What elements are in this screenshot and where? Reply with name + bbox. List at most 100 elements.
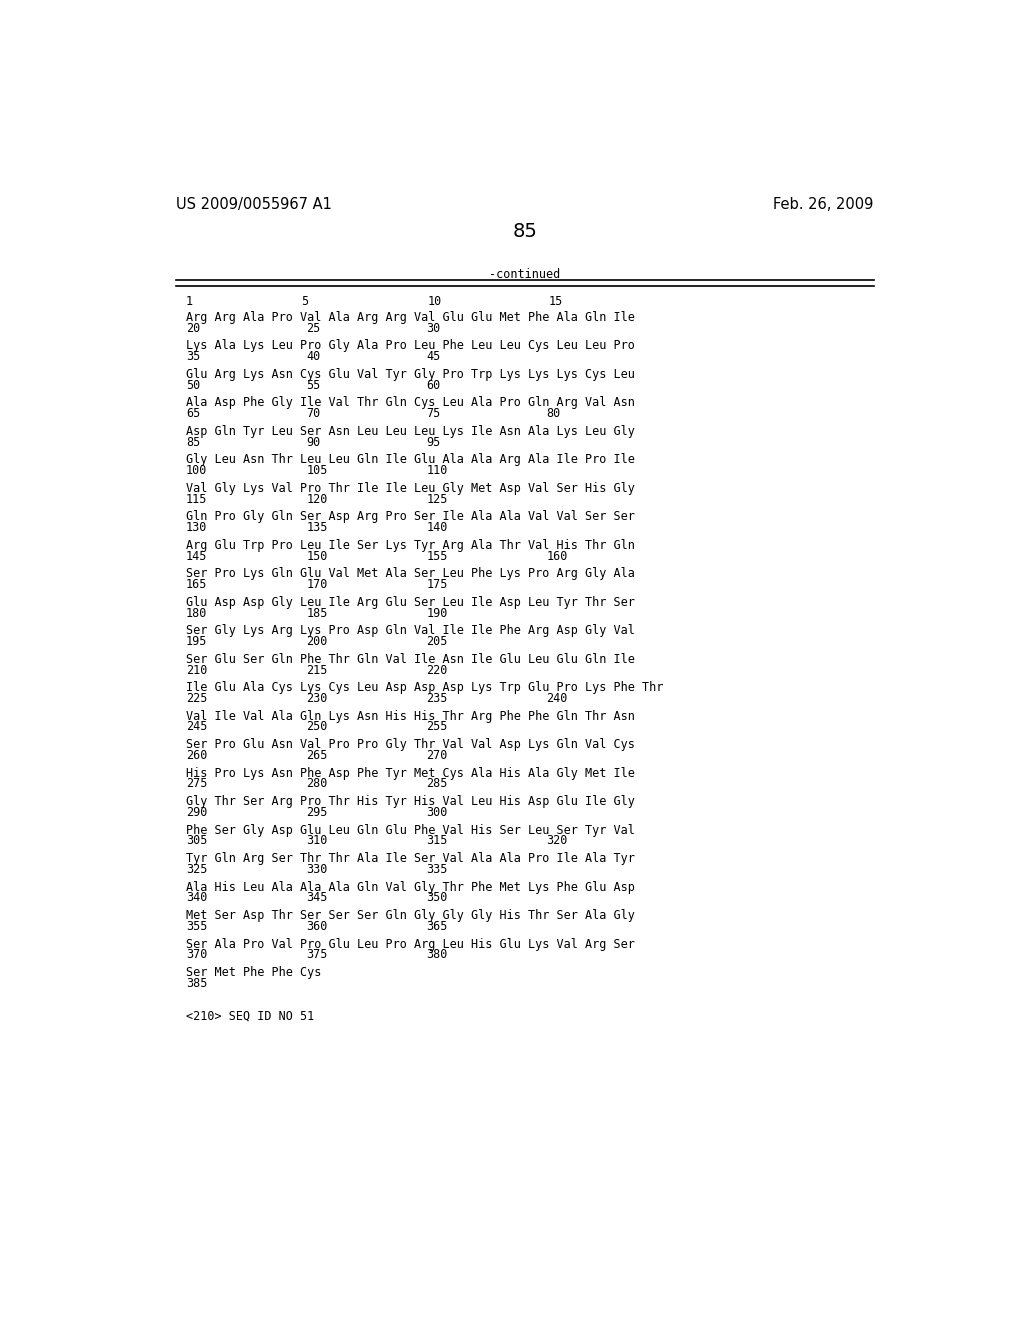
Text: Val Ile Val Ala Gln Lys Asn His His Thr Arg Phe Phe Gln Thr Asn: Val Ile Val Ala Gln Lys Asn His His Thr … xyxy=(186,710,635,723)
Text: 190: 190 xyxy=(426,607,447,619)
Text: 385: 385 xyxy=(186,977,208,990)
Text: 260: 260 xyxy=(186,748,208,762)
Text: 110: 110 xyxy=(426,465,447,477)
Text: 55: 55 xyxy=(306,379,321,392)
Text: 210: 210 xyxy=(186,664,208,677)
Text: 335: 335 xyxy=(426,863,447,876)
Text: 150: 150 xyxy=(306,549,328,562)
Text: 320: 320 xyxy=(547,834,568,847)
Text: 155: 155 xyxy=(426,549,447,562)
Text: 45: 45 xyxy=(426,350,440,363)
Text: 25: 25 xyxy=(306,322,321,335)
Text: Ser Ala Pro Val Pro Glu Leu Pro Arg Leu His Glu Lys Val Arg Ser: Ser Ala Pro Val Pro Glu Leu Pro Arg Leu … xyxy=(186,937,635,950)
Text: 290: 290 xyxy=(186,807,208,818)
Text: 240: 240 xyxy=(547,692,568,705)
Text: 225: 225 xyxy=(186,692,208,705)
Text: Ser Pro Glu Asn Val Pro Pro Gly Thr Val Val Asp Lys Gln Val Cys: Ser Pro Glu Asn Val Pro Pro Gly Thr Val … xyxy=(186,738,635,751)
Text: Gly Leu Asn Thr Leu Leu Gln Ile Glu Ala Ala Arg Ala Ile Pro Ile: Gly Leu Asn Thr Leu Leu Gln Ile Glu Ala … xyxy=(186,453,635,466)
Text: Gln Pro Gly Gln Ser Asp Arg Pro Ser Ile Ala Ala Val Val Ser Ser: Gln Pro Gly Gln Ser Asp Arg Pro Ser Ile … xyxy=(186,511,635,523)
Text: 85: 85 xyxy=(186,436,201,449)
Text: Ile Glu Ala Cys Lys Cys Leu Asp Asp Asp Lys Trp Glu Pro Lys Phe Thr: Ile Glu Ala Cys Lys Cys Leu Asp Asp Asp … xyxy=(186,681,664,694)
Text: Gly Thr Ser Arg Pro Thr His Tyr His Val Leu His Asp Glu Ile Gly: Gly Thr Ser Arg Pro Thr His Tyr His Val … xyxy=(186,795,635,808)
Text: Asp Gln Tyr Leu Ser Asn Leu Leu Leu Lys Ile Asn Ala Lys Leu Gly: Asp Gln Tyr Leu Ser Asn Leu Leu Leu Lys … xyxy=(186,425,635,438)
Text: Lys Ala Lys Leu Pro Gly Ala Pro Leu Phe Leu Leu Cys Leu Leu Pro: Lys Ala Lys Leu Pro Gly Ala Pro Leu Phe … xyxy=(186,339,635,352)
Text: Feb. 26, 2009: Feb. 26, 2009 xyxy=(773,197,873,213)
Text: 95: 95 xyxy=(426,436,440,449)
Text: 10: 10 xyxy=(428,296,442,309)
Text: 285: 285 xyxy=(426,777,447,791)
Text: His Pro Lys Asn Phe Asp Phe Tyr Met Cys Ala His Ala Gly Met Ile: His Pro Lys Asn Phe Asp Phe Tyr Met Cys … xyxy=(186,767,635,780)
Text: 255: 255 xyxy=(426,721,447,734)
Text: 370: 370 xyxy=(186,949,208,961)
Text: 330: 330 xyxy=(306,863,328,876)
Text: 145: 145 xyxy=(186,549,208,562)
Text: 80: 80 xyxy=(547,407,561,420)
Text: Arg Glu Trp Pro Leu Ile Ser Lys Tyr Arg Ala Thr Val His Thr Gln: Arg Glu Trp Pro Leu Ile Ser Lys Tyr Arg … xyxy=(186,539,635,552)
Text: Ser Gly Lys Arg Lys Pro Asp Gln Val Ile Ile Phe Arg Asp Gly Val: Ser Gly Lys Arg Lys Pro Asp Gln Val Ile … xyxy=(186,624,635,638)
Text: 360: 360 xyxy=(306,920,328,933)
Text: 30: 30 xyxy=(426,322,440,335)
Text: 75: 75 xyxy=(426,407,440,420)
Text: <210> SEQ ID NO 51: <210> SEQ ID NO 51 xyxy=(186,1010,314,1023)
Text: 205: 205 xyxy=(426,635,447,648)
Text: 120: 120 xyxy=(306,492,328,506)
Text: 340: 340 xyxy=(186,891,208,904)
Text: 295: 295 xyxy=(306,807,328,818)
Text: Ala Asp Phe Gly Ile Val Thr Gln Cys Leu Ala Pro Gln Arg Val Asn: Ala Asp Phe Gly Ile Val Thr Gln Cys Leu … xyxy=(186,396,635,409)
Text: 275: 275 xyxy=(186,777,208,791)
Text: 15: 15 xyxy=(549,296,563,309)
Text: -continued: -continued xyxy=(489,268,560,281)
Text: 130: 130 xyxy=(186,521,208,535)
Text: Glu Arg Lys Asn Cys Glu Val Tyr Gly Pro Trp Lys Lys Lys Cys Leu: Glu Arg Lys Asn Cys Glu Val Tyr Gly Pro … xyxy=(186,368,635,381)
Text: Phe Ser Gly Asp Glu Leu Gln Glu Phe Val His Ser Leu Ser Tyr Val: Phe Ser Gly Asp Glu Leu Gln Glu Phe Val … xyxy=(186,824,635,837)
Text: Ser Met Phe Phe Cys: Ser Met Phe Phe Cys xyxy=(186,966,322,979)
Text: 230: 230 xyxy=(306,692,328,705)
Text: 180: 180 xyxy=(186,607,208,619)
Text: 115: 115 xyxy=(186,492,208,506)
Text: 175: 175 xyxy=(426,578,447,591)
Text: 90: 90 xyxy=(306,436,321,449)
Text: 345: 345 xyxy=(306,891,328,904)
Text: 185: 185 xyxy=(306,607,328,619)
Text: 65: 65 xyxy=(186,407,201,420)
Text: 35: 35 xyxy=(186,350,201,363)
Text: 200: 200 xyxy=(306,635,328,648)
Text: 310: 310 xyxy=(306,834,328,847)
Text: Val Gly Lys Val Pro Thr Ile Ile Leu Gly Met Asp Val Ser His Gly: Val Gly Lys Val Pro Thr Ile Ile Leu Gly … xyxy=(186,482,635,495)
Text: 1: 1 xyxy=(186,296,194,309)
Text: 20: 20 xyxy=(186,322,201,335)
Text: Glu Asp Asp Gly Leu Ile Arg Glu Ser Leu Ile Asp Leu Tyr Thr Ser: Glu Asp Asp Gly Leu Ile Arg Glu Ser Leu … xyxy=(186,595,635,609)
Text: 40: 40 xyxy=(306,350,321,363)
Text: 315: 315 xyxy=(426,834,447,847)
Text: 140: 140 xyxy=(426,521,447,535)
Text: 380: 380 xyxy=(426,949,447,961)
Text: Ala His Leu Ala Ala Ala Gln Val Gly Thr Phe Met Lys Phe Glu Asp: Ala His Leu Ala Ala Ala Gln Val Gly Thr … xyxy=(186,880,635,894)
Text: 355: 355 xyxy=(186,920,208,933)
Text: 60: 60 xyxy=(426,379,440,392)
Text: 135: 135 xyxy=(306,521,328,535)
Text: Tyr Gln Arg Ser Thr Thr Ala Ile Ser Val Ala Ala Pro Ile Ala Tyr: Tyr Gln Arg Ser Thr Thr Ala Ile Ser Val … xyxy=(186,853,635,865)
Text: 350: 350 xyxy=(426,891,447,904)
Text: 105: 105 xyxy=(306,465,328,477)
Text: Ser Glu Ser Gln Phe Thr Gln Val Ile Asn Ile Glu Leu Glu Gln Ile: Ser Glu Ser Gln Phe Thr Gln Val Ile Asn … xyxy=(186,653,635,665)
Text: Arg Arg Ala Pro Val Ala Arg Arg Val Glu Glu Met Phe Ala Gln Ile: Arg Arg Ala Pro Val Ala Arg Arg Val Glu … xyxy=(186,312,635,323)
Text: 100: 100 xyxy=(186,465,208,477)
Text: 365: 365 xyxy=(426,920,447,933)
Text: 5: 5 xyxy=(301,296,308,309)
Text: 70: 70 xyxy=(306,407,321,420)
Text: US 2009/0055967 A1: US 2009/0055967 A1 xyxy=(176,197,332,213)
Text: Met Ser Asp Thr Ser Ser Ser Gln Gly Gly Gly His Thr Ser Ala Gly: Met Ser Asp Thr Ser Ser Ser Gln Gly Gly … xyxy=(186,909,635,923)
Text: 195: 195 xyxy=(186,635,208,648)
Text: 270: 270 xyxy=(426,748,447,762)
Text: 85: 85 xyxy=(512,222,538,240)
Text: 250: 250 xyxy=(306,721,328,734)
Text: 215: 215 xyxy=(306,664,328,677)
Text: 300: 300 xyxy=(426,807,447,818)
Text: 280: 280 xyxy=(306,777,328,791)
Text: 325: 325 xyxy=(186,863,208,876)
Text: Ser Pro Lys Gln Glu Val Met Ala Ser Leu Phe Lys Pro Arg Gly Ala: Ser Pro Lys Gln Glu Val Met Ala Ser Leu … xyxy=(186,568,635,581)
Text: 170: 170 xyxy=(306,578,328,591)
Text: 235: 235 xyxy=(426,692,447,705)
Text: 220: 220 xyxy=(426,664,447,677)
Text: 160: 160 xyxy=(547,549,568,562)
